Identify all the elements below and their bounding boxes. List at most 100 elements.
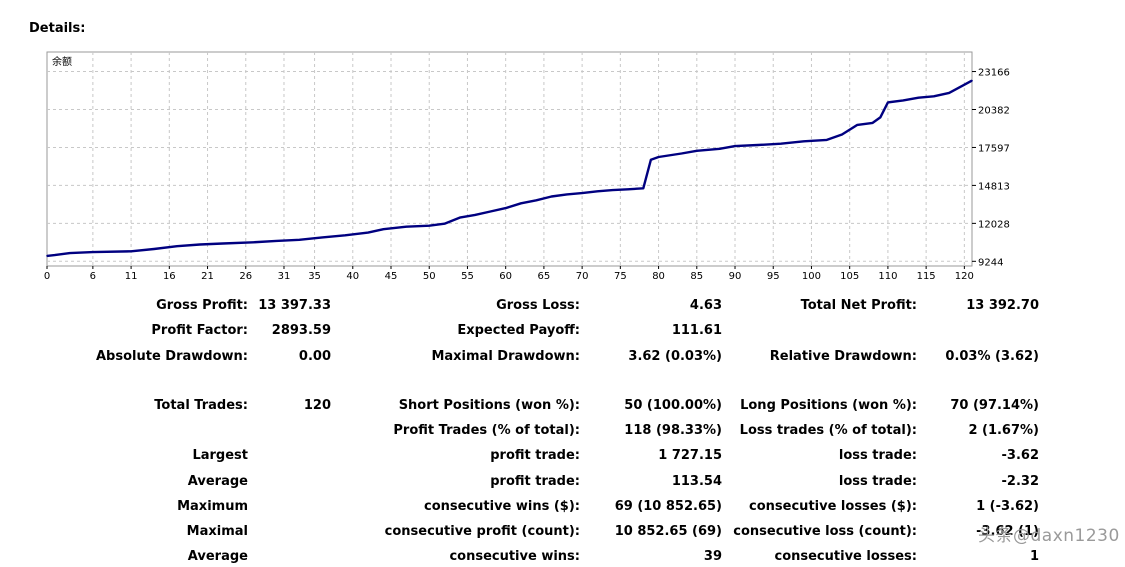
avg-cons-losses-label: consecutive losses: [774, 549, 917, 564]
balance-point [971, 79, 973, 82]
absolute-drawdown-value: 0.00 [298, 349, 331, 364]
balance-point [222, 242, 224, 245]
balance-point [734, 145, 736, 147]
balance-point [199, 243, 201, 246]
x-tick-label: 40 [346, 271, 359, 282]
balance-point [841, 133, 843, 136]
balance-point [46, 255, 48, 257]
max-cons-wins-label: consecutive wins ($): [423, 499, 580, 514]
long-positions-label: Long Positions (won %): [740, 398, 917, 413]
x-tick-label: 110 [878, 271, 897, 282]
balance-point [856, 124, 859, 126]
x-tick-label: 11 [125, 271, 138, 282]
y-tick-label: 14813 [978, 181, 1010, 192]
average-profit-label: profit trade: [490, 474, 580, 489]
balance-point [176, 245, 178, 248]
x-tick-label: 60 [499, 271, 512, 282]
x-tick-label: 45 [385, 271, 398, 282]
average2-label: Average [187, 549, 248, 564]
total-trades-value: 120 [303, 398, 331, 413]
average-label: Average [187, 474, 248, 489]
balance-point [627, 188, 629, 191]
maximal-cons-profit-value: 10 852.65 (69) [614, 524, 722, 539]
x-tick-label: 21 [201, 271, 214, 282]
y-axis-ticks: 9244 12028 14813 17597 20382 23166 [972, 68, 1010, 268]
balance-point [92, 251, 94, 253]
largest-loss-label: loss trade: [838, 448, 917, 463]
loss-trades-label: Loss trades (% of total): [739, 423, 917, 438]
balance-point [642, 187, 645, 190]
balance-point [917, 96, 920, 99]
x-tick-label: 26 [239, 271, 252, 282]
maximal-drawdown-value: 3.62 (0.03%) [628, 349, 722, 364]
series-label: 余额 [52, 55, 72, 68]
y-tick-label: 12028 [978, 219, 1010, 230]
balance-point [344, 234, 346, 237]
balance-point [504, 207, 507, 209]
balance-point [489, 210, 492, 213]
balance-point [803, 140, 805, 143]
x-tick-label: 16 [163, 271, 176, 282]
maximal-cons-loss-value: -3.62 (1) [976, 524, 1039, 539]
gross-profit-label: Gross Profit: [156, 298, 248, 313]
balance-point [780, 142, 782, 145]
balance-point [153, 248, 155, 250]
average-loss-label: loss trade: [838, 474, 917, 489]
details-title: Details: [29, 21, 86, 36]
balance-point [520, 202, 522, 205]
gross-loss-label: Gross Loss: [496, 298, 580, 313]
balance-point [474, 214, 476, 216]
maximum-label: Maximum [177, 499, 248, 514]
maximal-label: Maximal [186, 524, 248, 539]
largest-loss-value: -3.62 [1001, 448, 1039, 463]
balance-point [871, 122, 874, 124]
x-tick-label: 80 [652, 271, 665, 282]
balance-point [596, 190, 599, 193]
maximal-drawdown-label: Maximal Drawdown: [431, 349, 580, 364]
x-tick-label: 55 [461, 271, 474, 282]
balance-point [695, 150, 698, 152]
balance-point [275, 240, 278, 242]
balance-point [902, 99, 904, 102]
short-positions-label: Short Positions (won %): [398, 398, 580, 413]
balance-point [69, 252, 71, 254]
balance-point [566, 193, 568, 196]
balance-point [757, 144, 759, 146]
profit-factor-label: Profit Factor: [151, 323, 248, 338]
balance-point [428, 224, 431, 227]
profit-trades-value: 118 (98.33%) [624, 423, 722, 438]
expected-payoff-label: Expected Payoff: [457, 323, 580, 338]
balance-point [825, 139, 828, 141]
chart-plot-area [46, 51, 973, 267]
balance-point [963, 83, 966, 86]
balance-point [252, 241, 255, 244]
profit-factor-value: 2893.59 [271, 323, 331, 338]
balance-point [932, 95, 935, 98]
largest-profit-value: 1 727.15 [658, 448, 722, 463]
balance-point [298, 239, 301, 241]
balance-point [718, 147, 721, 150]
avg-cons-wins-label: consecutive wins: [449, 549, 580, 564]
x-axis-ticks: 0 6 11 16 21 26 31 35 40 45 50 55 60 65 70 75 80 85 90 95 10… [44, 266, 974, 282]
x-tick-label: 65 [538, 271, 551, 282]
x-tick-label: 95 [767, 271, 780, 282]
balance-point [367, 231, 369, 234]
total-trades-label: Total Trades: [154, 398, 248, 413]
x-tick-label: 31 [278, 271, 291, 282]
balance-point [53, 254, 56, 256]
balance-points [46, 79, 973, 257]
y-tick-label: 17597 [978, 143, 1010, 154]
gross-profit-value: 13 397.33 [258, 298, 331, 313]
balance-chart: 余额 0 6 11 16 21 26 31 35 40 45 50 55 60 65 70 75 80 85 90 9… [44, 51, 1010, 282]
balance-point [611, 189, 614, 191]
max-cons-wins-value: 69 (10 852.65) [614, 499, 722, 514]
y-tick-label: 9244 [978, 257, 1003, 268]
max-cons-losses-label: consecutive losses ($): [749, 499, 917, 514]
loss-trades-value: 2 (1.67%) [968, 423, 1039, 438]
balance-point [459, 216, 461, 219]
avg-cons-losses-value: 1 [1029, 549, 1039, 564]
balance-point [130, 250, 132, 253]
y-tick-label: 20382 [978, 105, 1010, 116]
y-tick-label: 23166 [978, 68, 1010, 79]
